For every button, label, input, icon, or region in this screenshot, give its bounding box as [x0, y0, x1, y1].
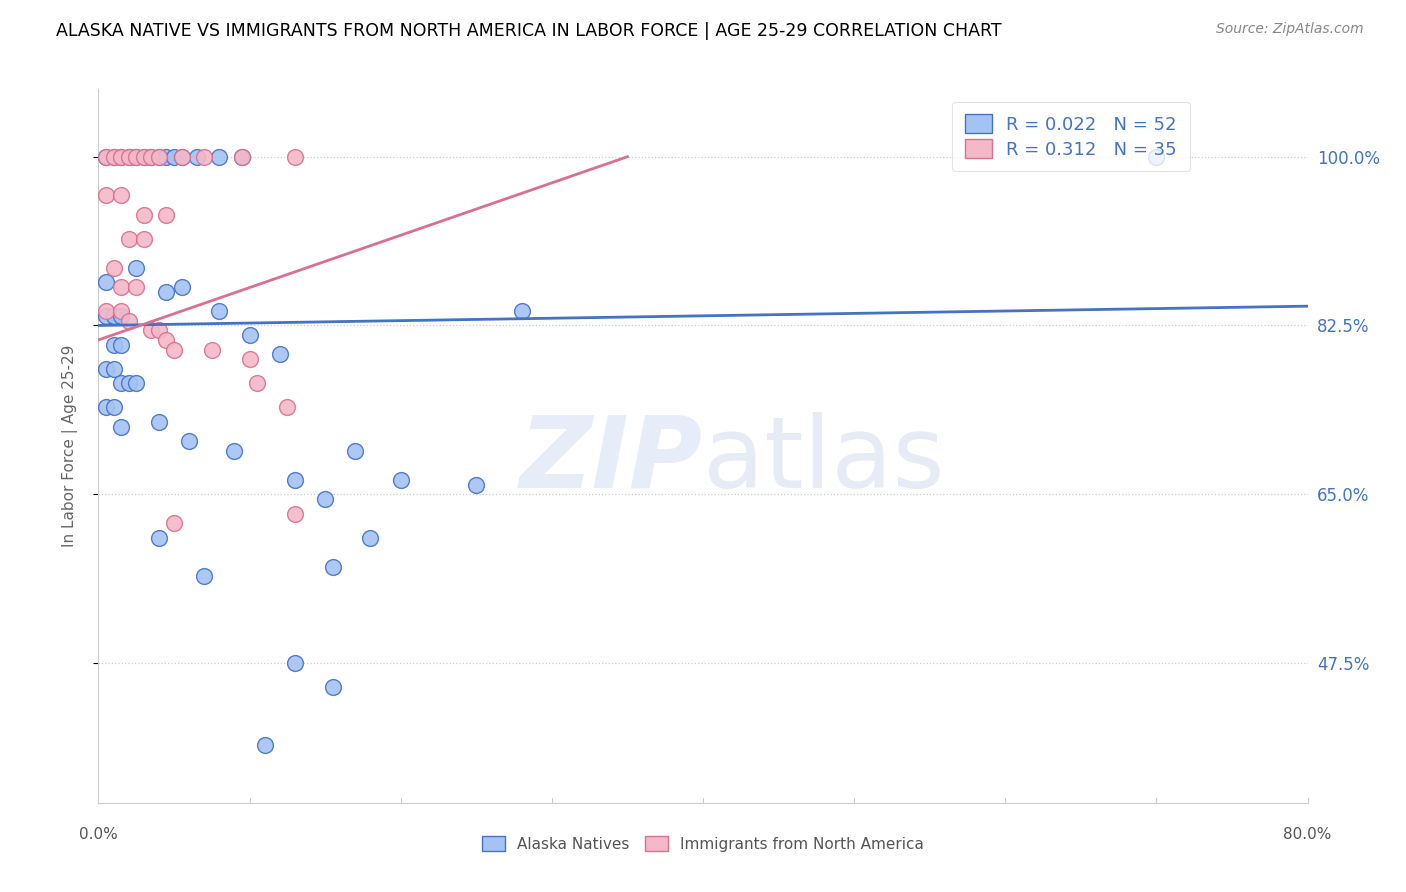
Point	[155, 285, 177, 299]
Point	[110, 304, 132, 318]
Point	[132, 150, 155, 164]
Point	[148, 323, 170, 337]
Point	[110, 150, 132, 164]
Point	[253, 738, 276, 752]
Point	[94, 304, 117, 318]
Point	[103, 401, 125, 415]
Point	[269, 347, 291, 361]
Point	[246, 376, 269, 391]
Point	[132, 208, 155, 222]
Point	[125, 150, 148, 164]
Point	[201, 343, 224, 357]
Point	[118, 150, 141, 164]
Point	[103, 260, 125, 275]
Point	[94, 188, 117, 202]
Point	[231, 150, 253, 164]
Point	[170, 150, 193, 164]
Point	[110, 337, 132, 351]
Point	[132, 150, 155, 164]
Text: atlas: atlas	[703, 412, 945, 508]
Point	[155, 150, 177, 164]
Point	[125, 260, 148, 275]
Y-axis label: In Labor Force | Age 25-29: In Labor Force | Age 25-29	[62, 345, 77, 547]
Text: ZIP: ZIP	[520, 412, 703, 508]
Point	[132, 232, 155, 246]
Point	[125, 280, 148, 294]
Point	[389, 473, 412, 487]
Point	[110, 309, 132, 323]
Point	[360, 531, 382, 545]
Text: ALASKA NATIVE VS IMMIGRANTS FROM NORTH AMERICA IN LABOR FORCE | AGE 25-29 CORREL: ALASKA NATIVE VS IMMIGRANTS FROM NORTH A…	[56, 22, 1002, 40]
Point	[344, 443, 367, 458]
Point	[94, 401, 117, 415]
Point	[208, 150, 231, 164]
Point	[103, 150, 125, 164]
Point	[148, 415, 170, 429]
Point	[284, 656, 307, 670]
Point	[193, 150, 215, 164]
Point	[141, 150, 163, 164]
Point	[170, 150, 193, 164]
Point	[276, 401, 298, 415]
Point	[155, 333, 177, 347]
Point	[103, 309, 125, 323]
Point	[314, 491, 336, 506]
Point	[118, 150, 141, 164]
Legend: R = 0.022   N = 52, R = 0.312   N = 35: R = 0.022 N = 52, R = 0.312 N = 35	[952, 102, 1189, 171]
Point	[110, 376, 132, 391]
Point	[148, 150, 170, 164]
Point	[118, 376, 141, 391]
Point	[284, 473, 307, 487]
Point	[284, 150, 307, 164]
Point	[186, 150, 208, 164]
Point	[239, 328, 262, 343]
Point	[179, 434, 201, 449]
Point	[193, 569, 215, 583]
Point	[208, 304, 231, 318]
Point	[231, 150, 253, 164]
Point	[163, 343, 186, 357]
Point	[94, 362, 117, 376]
Point	[510, 304, 533, 318]
Point	[1146, 150, 1168, 164]
Point	[224, 443, 246, 458]
Point	[465, 477, 488, 491]
Point	[110, 150, 132, 164]
Point	[103, 362, 125, 376]
Text: 0.0%: 0.0%	[79, 827, 118, 842]
Point	[110, 419, 132, 434]
Point	[239, 352, 262, 367]
Point	[148, 150, 170, 164]
Point	[163, 516, 186, 530]
Point	[110, 280, 132, 294]
Point	[125, 376, 148, 391]
Point	[103, 337, 125, 351]
Point	[148, 531, 170, 545]
Point	[170, 280, 193, 294]
Point	[322, 559, 344, 574]
Point	[125, 150, 148, 164]
Point	[94, 150, 117, 164]
Point	[141, 323, 163, 337]
Point	[94, 309, 117, 323]
Text: 80.0%: 80.0%	[1284, 827, 1331, 842]
Point	[284, 507, 307, 521]
Point	[94, 275, 117, 289]
Point	[155, 208, 177, 222]
Point	[94, 150, 117, 164]
Point	[118, 232, 141, 246]
Point	[163, 150, 186, 164]
Point	[322, 680, 344, 694]
Text: Source: ZipAtlas.com: Source: ZipAtlas.com	[1216, 22, 1364, 37]
Point	[110, 188, 132, 202]
Point	[103, 150, 125, 164]
Point	[141, 150, 163, 164]
Point	[118, 313, 141, 327]
